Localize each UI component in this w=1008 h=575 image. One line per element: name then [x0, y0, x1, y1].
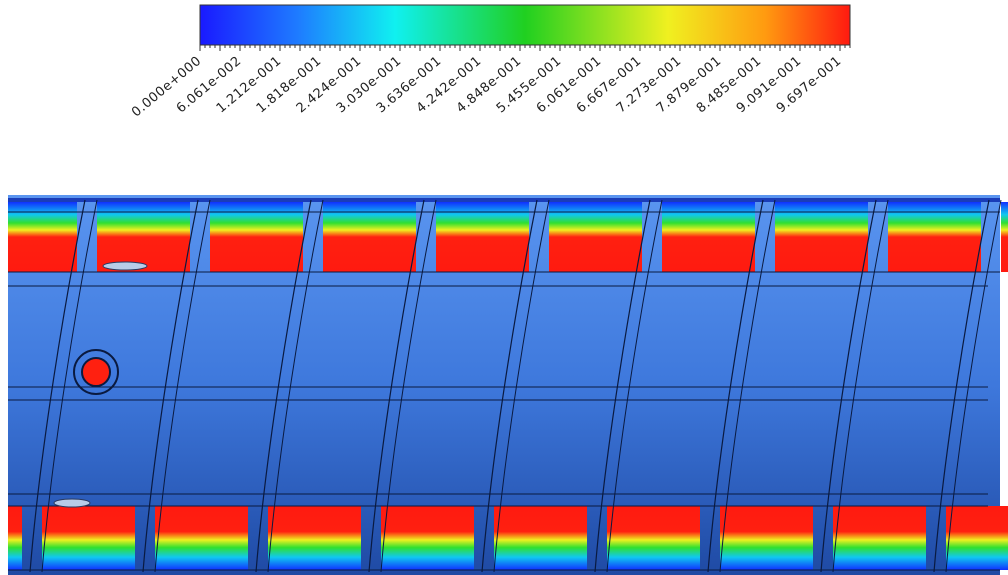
- field-bottom: [607, 506, 700, 570]
- field-bottom: [720, 506, 813, 570]
- field-bottom: [946, 506, 1008, 570]
- field-bottom: [42, 506, 135, 570]
- field-bottom: [155, 506, 248, 570]
- field-bottom: [833, 506, 926, 570]
- colorbar-labels: 0.000e+0006.061e-0021.212e-0011.818e-001…: [129, 54, 844, 121]
- field-bottom: [268, 506, 361, 570]
- colorbar: [200, 5, 850, 45]
- field-bottom: [494, 506, 587, 570]
- field-bottom: [381, 506, 474, 570]
- field-top: [1001, 202, 1008, 272]
- screw-model: [0, 195, 1008, 575]
- colorbar-label: 0.000e+000: [129, 54, 204, 121]
- colorbar-ticks: [200, 45, 850, 51]
- visualization: 0.000e+0006.061e-0021.212e-0011.818e-001…: [0, 0, 1008, 575]
- mask-left: [0, 195, 8, 575]
